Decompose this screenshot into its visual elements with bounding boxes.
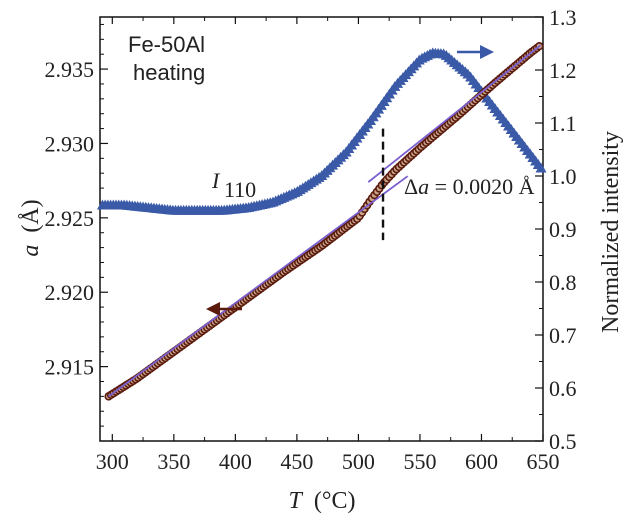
intensity-point [535,162,547,173]
y-right-tick-label: 1.0 [549,164,577,189]
x-tick-label: 650 [527,449,560,474]
x-tick-label: 600 [465,449,498,474]
y-right-axis-ticks: 0.5 0.6 0.7 0.8 0.9 1.0 1.1 1.2 1.3 [535,5,577,454]
fit-line [367,44,542,183]
y-left-axis-ticks: 2.915 2.920 2.925 2.930 2.935 [45,23,108,427]
intensity-series [96,47,547,215]
y-left-axis-title: a (Å) [18,199,44,256]
y-right-tick-label: 0.7 [549,323,577,348]
delta-variable: a [418,174,429,199]
sample-label: Fe-50Al [128,32,205,57]
delta-a-annotation: Δa = 0.0020 Å [404,174,535,199]
x-axis-title: T (°C) [289,488,356,514]
y-left-axis-unit: (Å) [18,199,44,232]
intensity-series-label: I [211,168,221,193]
y-left-tick-label: 2.920 [45,280,95,305]
y-right-tick-label: 1.1 [549,111,577,136]
right-axis-arrow [457,45,494,59]
fit-line [108,175,409,398]
x-tick-label: 550 [403,449,436,474]
y-left-tick-label: 2.915 [45,355,95,380]
x-tick-label: 300 [96,449,129,474]
x-axis-variable: T [289,488,304,514]
y-right-tick-label: 1.3 [549,5,577,30]
left-axis-arrow [206,302,242,316]
fit-lines [108,44,542,398]
y-left-tick-label: 2.925 [45,206,95,231]
y-left-tick-label: 2.935 [45,57,95,82]
y-left-tick-label: 2.930 [45,131,95,156]
x-tick-label: 450 [280,449,313,474]
condition-label: heating [133,60,205,85]
intensity-series-label-subscript: 110 [224,177,256,202]
x-tick-label: 500 [342,449,375,474]
x-axis-unit: (°C) [314,488,356,514]
y-left-axis-variable: a [18,245,44,257]
y-right-tick-label: 0.9 [549,217,577,242]
x-tick-label: 400 [219,449,252,474]
y-right-tick-label: 0.5 [549,429,577,454]
x-axis-ticks: 300 350 400 450 500 550 600 650 [96,17,560,474]
y-right-axis-title: Normalized intensity [598,131,624,333]
y-right-tick-label: 1.2 [549,58,577,83]
y-right-tick-label: 0.8 [549,270,577,295]
y-right-tick-label: 0.6 [549,376,577,401]
delta-symbol: Δ [404,174,418,199]
delta-value: = 0.0020 Å [429,174,534,199]
x-tick-label: 350 [157,449,190,474]
